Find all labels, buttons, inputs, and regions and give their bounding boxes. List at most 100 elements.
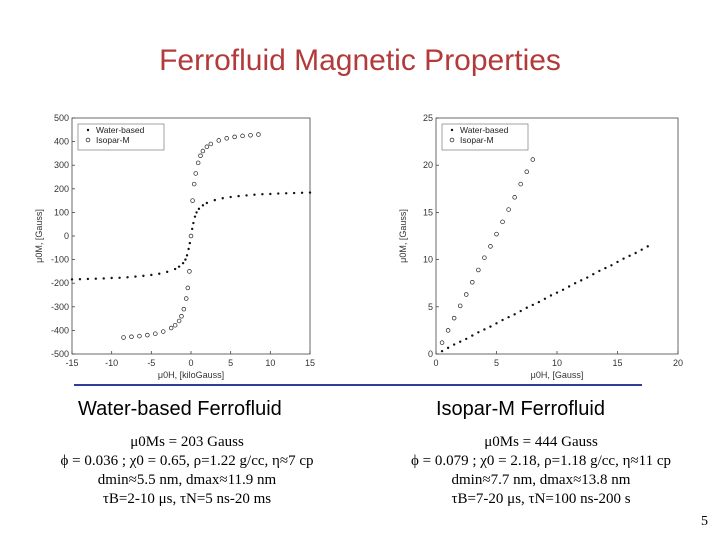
- y-tick-label: -200: [51, 278, 69, 288]
- left-param-line: μ0Ms = 203 Gauss: [130, 434, 244, 450]
- data-point-water: [537, 300, 541, 304]
- y-tick-label: -300: [51, 302, 69, 312]
- data-point-isopar: [439, 340, 445, 345]
- y-tick-label: 0: [428, 349, 433, 359]
- data-point-water: [646, 245, 649, 248]
- y-tick-label: 300: [54, 160, 69, 170]
- data-point-water: [640, 248, 643, 251]
- data-point-isopar: [204, 144, 210, 150]
- plot-frame: [435, 117, 679, 355]
- data-point-water: [197, 207, 201, 211]
- data-point-isopar: [476, 267, 481, 273]
- data-point-water: [78, 277, 82, 281]
- data-point-water: [604, 266, 607, 270]
- data-point-water: [150, 273, 153, 277]
- data-point-isopar: [463, 292, 469, 297]
- data-point-water: [513, 313, 516, 316]
- y-tick-label: 0: [64, 231, 69, 241]
- data-point-isopar: [145, 332, 150, 338]
- data-point-water: [166, 270, 169, 274]
- data-point-water: [142, 274, 145, 278]
- left-param-line: dmin≈5.5 nm, dmax≈11.9 nm: [97, 472, 277, 488]
- data-point-water: [177, 265, 181, 268]
- data-point-water: [134, 275, 137, 278]
- y-tick-label: 100: [54, 207, 69, 217]
- left-params: μ0Ms = 203 Gauss ϕ = 0.036 ; χ0 = 0.65, …: [22, 433, 352, 509]
- data-point-water: [86, 277, 90, 281]
- legend-entry: Isopar-M: [96, 135, 130, 145]
- data-point-water: [610, 264, 613, 267]
- data-point-isopar: [208, 141, 214, 147]
- data-point-isopar: [160, 329, 166, 334]
- data-point-isopar: [187, 269, 192, 274]
- right-caption: Isopar-M Ferrofluid: [436, 398, 605, 420]
- data-point-water: [501, 318, 504, 322]
- data-point-isopar: [482, 255, 487, 260]
- x-tick-label: 5: [228, 358, 233, 368]
- data-point-water: [543, 297, 547, 300]
- data-point-isopar: [193, 171, 199, 176]
- right-params: μ0Ms = 444 Gauss ϕ = 0.079 ; χ0 = 2.18, …: [372, 433, 710, 509]
- data-point-isopar: [512, 195, 517, 200]
- y-tick-label: -400: [51, 325, 69, 335]
- right-chart: 0 5 10 15 20 25 20 15 10 5 0 μ0H, [Gauss] μ0M, [Gaus…: [398, 113, 683, 380]
- x-tick-label: 20: [673, 358, 683, 368]
- y-tick-label: -500: [51, 349, 69, 359]
- data-point-isopar: [240, 133, 245, 139]
- data-point-water: [181, 261, 185, 265]
- y-tick-label: 25: [423, 113, 433, 123]
- data-point-water: [300, 191, 304, 195]
- left-chart: -15 -10 -5 0 5 10 15 500 400 300 200 100 0 -100 -200 -3…: [34, 113, 315, 380]
- data-point-isopar: [200, 148, 206, 154]
- data-point-isopar: [190, 198, 195, 203]
- data-point-water: [237, 194, 240, 198]
- data-point-water: [616, 260, 619, 264]
- data-point-water: [580, 279, 583, 282]
- data-point-water: [277, 192, 280, 195]
- x-tick-label: 10: [265, 358, 275, 368]
- data-point-water: [188, 241, 192, 245]
- data-point-water: [269, 192, 272, 196]
- y-tick-label: 5: [428, 302, 433, 312]
- y-tick-label: 400: [54, 137, 69, 147]
- data-point-isopar: [153, 331, 158, 336]
- data-point-water: [192, 221, 195, 225]
- data-point-water: [195, 211, 198, 214]
- x-tick-label: -5: [147, 358, 155, 368]
- data-point-water: [213, 198, 216, 202]
- data-point-water: [126, 276, 129, 279]
- y-tick-label: 20: [423, 160, 433, 170]
- y-tick-label: 10: [423, 255, 433, 265]
- x-tick-label: -10: [105, 358, 118, 368]
- data-point-isopar: [518, 181, 523, 187]
- data-point-isopar: [524, 169, 529, 175]
- data-point-water: [446, 346, 450, 350]
- data-point-isopar: [248, 132, 253, 138]
- x-tick-label: 10: [552, 358, 562, 368]
- data-point-water: [628, 254, 631, 258]
- data-point-isopar: [457, 303, 463, 309]
- data-point-water: [525, 306, 528, 309]
- data-point-water: [184, 258, 187, 261]
- data-point-isopar: [232, 134, 237, 140]
- data-point-water: [549, 294, 553, 297]
- data-point-isopar: [172, 322, 178, 328]
- x-axis-label: μ0H, [Gauss]: [531, 370, 584, 380]
- data-point-water: [221, 197, 224, 200]
- data-point-isopar: [176, 318, 182, 324]
- data-point-isopar: [121, 335, 126, 340]
- x-tick-label: 0: [433, 358, 438, 368]
- x-tick-label: 15: [612, 358, 622, 368]
- right-param-line: μ0Ms = 444 Gauss: [484, 434, 598, 450]
- slide-title: Ferrofluid Magnetic Properties: [159, 44, 561, 77]
- data-point-water: [573, 282, 577, 285]
- data-point-water: [118, 276, 121, 279]
- y-axis-label: μ0M, [Gauss]: [398, 209, 408, 263]
- data-point-water: [173, 267, 177, 271]
- data-point-water: [70, 278, 74, 281]
- data-point-isopar: [488, 244, 493, 249]
- page-number: 5: [701, 514, 708, 529]
- data-point-isopar: [506, 207, 511, 212]
- legend-entry: Water-based: [460, 125, 509, 135]
- y-tick-label: 500: [54, 113, 69, 123]
